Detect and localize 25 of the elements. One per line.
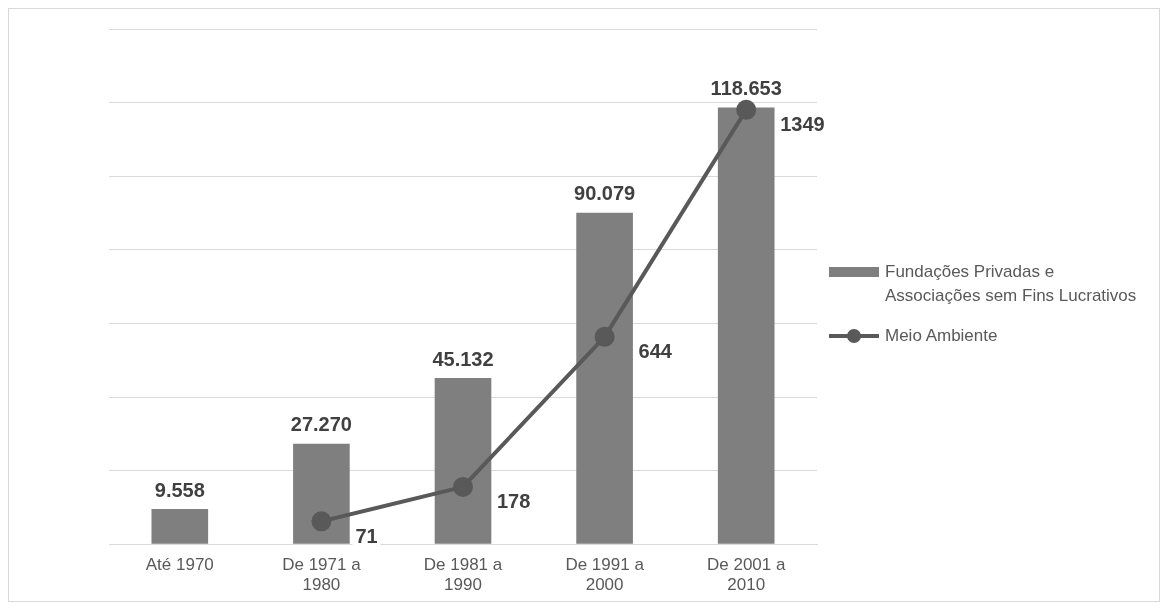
- bar: [434, 378, 492, 544]
- data-label: 118.653: [710, 77, 782, 100]
- point: [736, 99, 757, 120]
- x-tick-label: De 2001 a 2010: [706, 555, 786, 595]
- point: [594, 326, 615, 347]
- point: [311, 511, 332, 532]
- bar: [717, 107, 775, 544]
- x-tick-label: De 1981 a 1990: [423, 555, 503, 595]
- x-tick-label: De 1971 a 1980: [282, 555, 362, 595]
- data-label: 1349: [780, 113, 825, 136]
- bar: [576, 212, 633, 544]
- data-label: 71: [355, 524, 378, 547]
- data-label: 644: [638, 340, 673, 363]
- x-tick-label: Até 1970: [145, 555, 214, 575]
- x-tick-label: De 1991 a 2000: [565, 555, 645, 595]
- data-label: 90.079: [574, 182, 636, 205]
- data-label: 178: [497, 490, 531, 513]
- data-label: 27.270: [290, 413, 352, 436]
- bar: [293, 443, 350, 544]
- data-label: 45.132: [432, 347, 494, 370]
- point: [453, 476, 473, 497]
- data-label: 9.558: [154, 478, 205, 501]
- bar: [151, 509, 209, 544]
- legend-label: Meio Ambiente: [885, 325, 998, 347]
- legend-label: Fundações Privadas e Associações sem Fins Lucrativos: [885, 261, 1138, 307]
